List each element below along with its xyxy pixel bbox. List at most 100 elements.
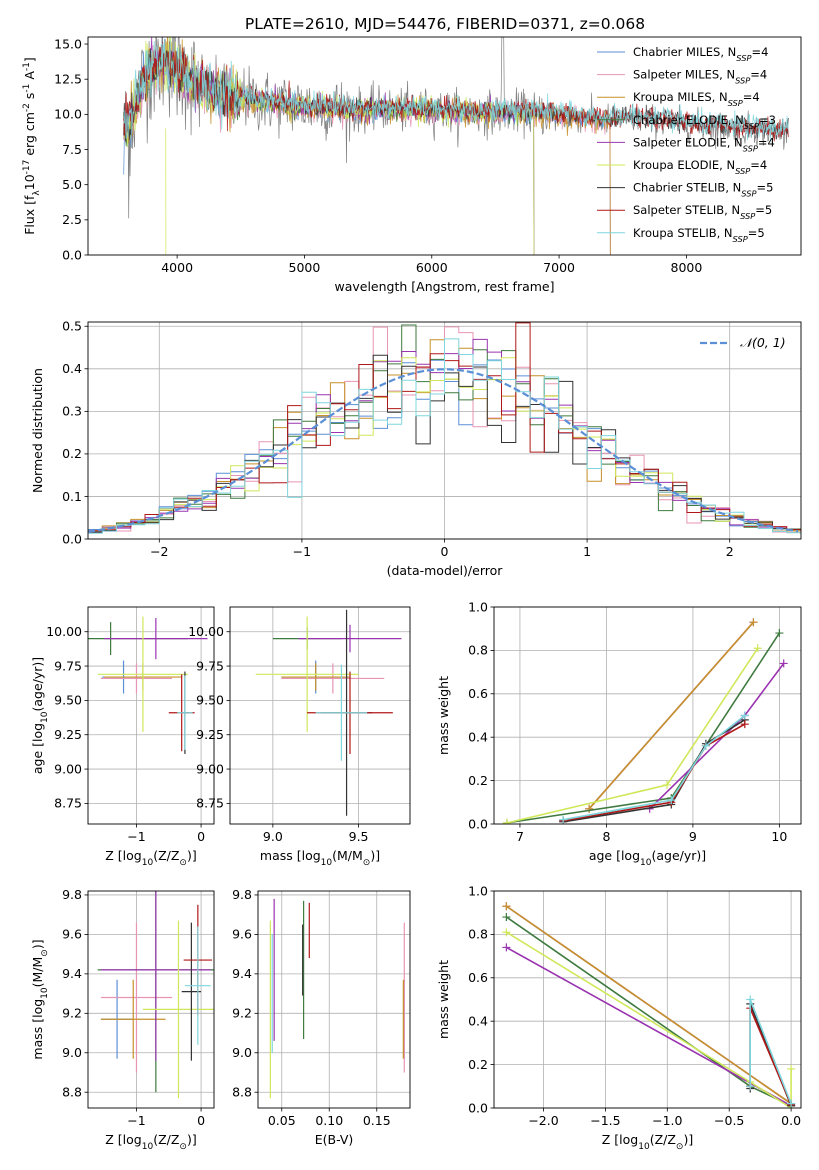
- x-axis-label: mass [log10(M/M⊙)]: [260, 848, 380, 868]
- x-tick-label: 2: [726, 544, 734, 559]
- y-tick-label: 0.8: [468, 927, 488, 942]
- y-tick-label: 0.0: [468, 816, 488, 831]
- mass-weight-marker: [502, 943, 511, 952]
- legend-entry: Kroupa STELIB, NSSP=5: [633, 226, 765, 244]
- mass-weight-marker: [662, 780, 671, 789]
- legend-entry: Chabrier STELIB, NSSP=5: [633, 181, 773, 199]
- x-tick-label: 9: [689, 829, 697, 844]
- y-tick-label: 12.5: [54, 71, 82, 86]
- legend-entry-name: Kroupa MILES: [633, 90, 712, 104]
- y-tick-label: 0.1: [62, 489, 82, 504]
- x-tick-label: 0: [197, 829, 205, 844]
- mass-weight-series-kroupa-miles: [585, 618, 758, 813]
- x-axis-label: Z [log10(Z/Z⊙)]: [105, 1132, 196, 1152]
- errorbar-kroupa-stelib: [315, 664, 368, 761]
- mass-weight-marker: [502, 928, 511, 937]
- mass-weight-series-kroupa-elodie: [502, 644, 762, 824]
- y-tick-label: 2.5: [62, 212, 82, 227]
- mass-weight-marker: [502, 913, 511, 922]
- y-tick-label: 0.0: [62, 247, 82, 262]
- plot-area: [258, 891, 410, 1108]
- plot-area: [494, 891, 801, 1108]
- plot-content: [502, 618, 788, 824]
- mass-weight-marker: [559, 815, 568, 824]
- plot-content: [255, 609, 402, 816]
- x-tick-label: 10: [771, 829, 787, 844]
- plot-content: [88, 322, 801, 535]
- x-axis-label: age [log10(age/yr)]: [589, 848, 706, 868]
- mass-weight-line: [505, 905, 792, 1105]
- y-axis-label: mass weight: [436, 960, 451, 1039]
- legend-entry-name: Kroupa ELODIE: [633, 158, 719, 172]
- y-tick-label: 0.2: [468, 773, 488, 788]
- axes-frame: [229, 606, 411, 825]
- x-tick-label: −2: [150, 544, 168, 559]
- mass-weight-marker: [746, 1082, 755, 1091]
- y-tick-label: 0.6: [468, 970, 488, 985]
- y-tick-label: 15.0: [54, 36, 82, 51]
- y-tick-label: 9.75: [196, 658, 224, 673]
- y-tick-label: 8.75: [54, 796, 82, 811]
- mass-weight-vs-metallicity-panel: −2.0 −1.5 −1.0 −0.5 0.0 0.0 0.2 0.4 0.6 0.8 1.0 Z […: [436, 883, 802, 1152]
- x-axis-label: Z [log10(Z/Z⊙)]: [105, 848, 196, 868]
- errorbar-kroupa-stelib: [177, 675, 193, 750]
- x-tick-label: 0.15: [363, 1113, 391, 1128]
- legend-entry-name: Salpeter STELIB: [633, 203, 724, 217]
- errorbar-kroupa-elodie: [97, 616, 189, 732]
- mass-weight-marker: [779, 659, 788, 668]
- grid: [88, 607, 214, 824]
- plot-content: [502, 902, 796, 1108]
- model-spectrum-kroupa-stelib: [123, 38, 789, 143]
- y-tick-label: 9.4: [62, 966, 82, 981]
- plot-area: [88, 607, 214, 824]
- legend-entry: Kroupa ELODIE, NSSP=4: [633, 158, 767, 176]
- y-tick-label: 1.0: [468, 883, 488, 898]
- axes-frame: [257, 890, 411, 1109]
- errorbar-kroupa-stelib: [184, 926, 211, 1045]
- grid: [258, 891, 410, 1108]
- plot-area: [494, 607, 801, 824]
- y-tick-label: 9.8: [62, 887, 82, 902]
- plot-area: [88, 891, 214, 1108]
- mass-weight-vs-age-panel: 7 8 9 10 0.0 0.2 0.4 0.6 0.8 1.0 age [log10(age/yr…: [436, 599, 802, 868]
- y-tick-label: 5.0: [62, 177, 82, 192]
- x-tick-label: 0: [441, 544, 449, 559]
- axes-frame: [493, 890, 802, 1109]
- y-axis-label: Normed distribution: [30, 368, 45, 493]
- plot-content: [88, 616, 208, 754]
- legend-entry: Salpeter STELIB, NSSP=5: [633, 203, 772, 221]
- y-tick-label: 1.0: [468, 599, 488, 614]
- legend-entry: Salpeter MILES, NSSP=4: [633, 68, 767, 86]
- y-tick-label: 9.25: [196, 727, 224, 742]
- errorbar-kroupa-miles: [281, 663, 350, 691]
- x-tick-label: 1: [583, 544, 591, 559]
- mass-weight-marker: [749, 618, 758, 627]
- y-tick-label: 9.2: [232, 1006, 252, 1021]
- legend-entry-nssp: 4: [761, 45, 768, 59]
- y-tick-label: 9.0: [62, 1045, 82, 1060]
- errorbar-salpeter-miles: [100, 663, 172, 694]
- legend-entry-nssp: 5: [757, 226, 764, 240]
- x-tick-label: 7000: [543, 260, 575, 275]
- x-tick-label: −1.5: [590, 1113, 620, 1128]
- errorbar-salpeter-elodie: [298, 624, 402, 653]
- y-tick-label: 0.5: [62, 319, 82, 334]
- mass-weight-marker: [701, 741, 710, 750]
- errorbar-salpeter-miles: [281, 663, 385, 694]
- y-tick-label: 9.2: [62, 1006, 82, 1021]
- errorbar-salpeter-elodie: [104, 617, 208, 660]
- errorbar-salpeter-miles: [100, 922, 172, 1073]
- errorbar-kroupa-miles: [100, 979, 166, 1059]
- legend-entry: Chabrier ELODIE, NSSP=3: [633, 113, 776, 131]
- legend-entry-name: Chabrier MILES: [633, 45, 720, 59]
- y-tick-label: 0.4: [468, 1014, 488, 1029]
- y-axis-label: mass weight: [436, 676, 451, 755]
- errorbar-kroupa-elodie: [142, 920, 214, 1099]
- legend-entry: Kroupa MILES, NSSP=4: [633, 90, 760, 108]
- x-axis-label: (data-model)/error: [387, 563, 504, 578]
- mass-vs-metallicity-panel: −1 0 8.8 9.0 9.2 9.4 9.6 9.8 Z [log10(Z/Z⊙)] mass…: [30, 887, 215, 1152]
- mass-weight-line: [563, 714, 746, 821]
- x-tick-label: −2.0: [528, 1113, 558, 1128]
- legend-entry: Chabrier MILES, NSSP=4: [633, 45, 768, 63]
